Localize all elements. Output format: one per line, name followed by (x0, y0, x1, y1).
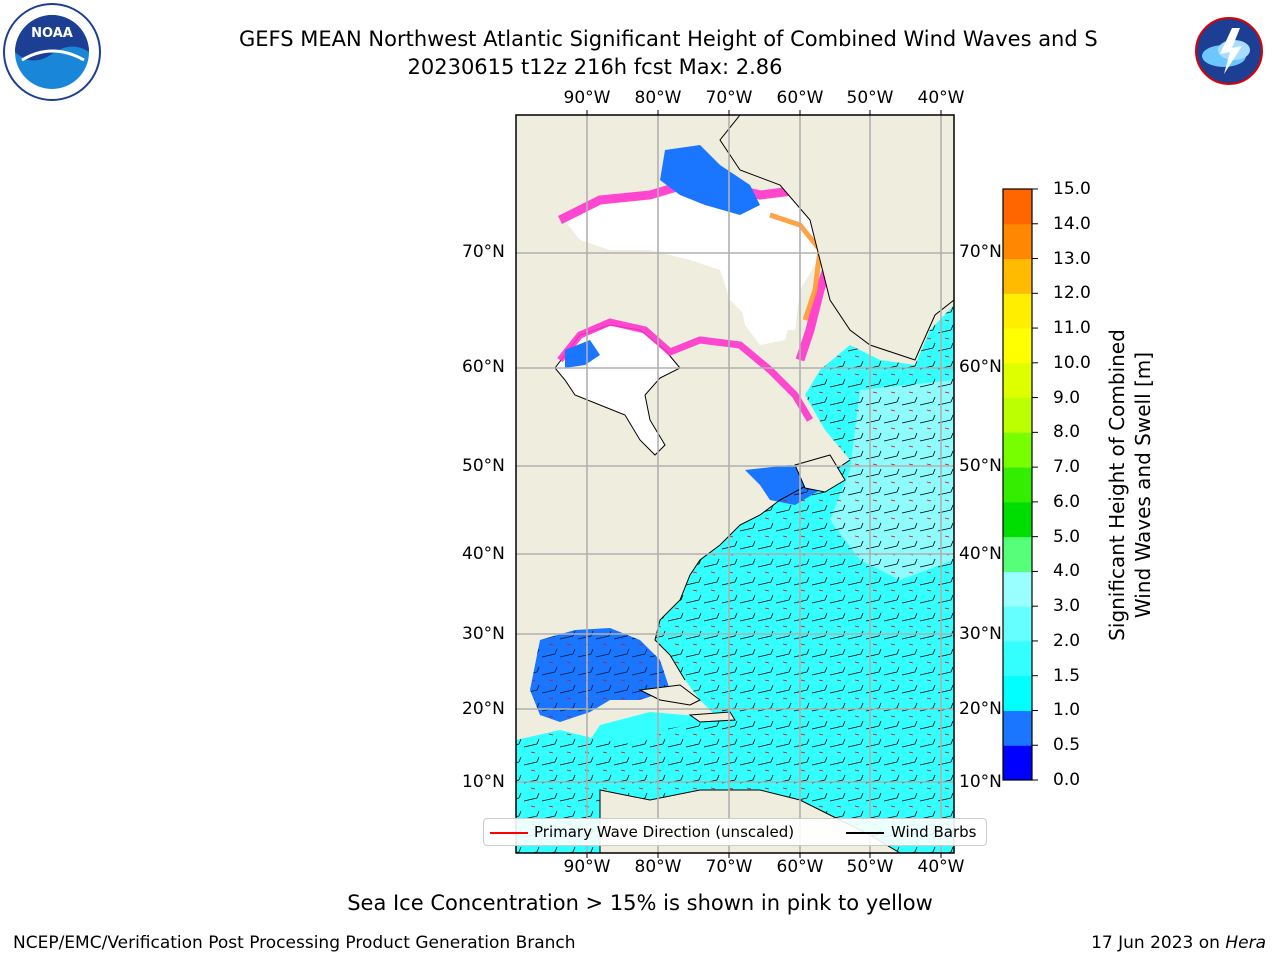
coastline-east (654, 459, 851, 681)
colorbar-title-line2: Wind Waves and Swell [m] (1131, 351, 1155, 619)
blue-patch-north (660, 145, 760, 215)
colorbar-cell (1003, 189, 1032, 225)
wind-barbs-swatch (846, 832, 884, 834)
lon-label-bottom-50w: 50°W (846, 857, 894, 877)
colorbar-title-line1: Significant Height of Combined (1105, 329, 1129, 641)
lat-label-left-20n: 20°N (462, 699, 505, 719)
colorbar-tick-label: 3.0 (1053, 596, 1081, 617)
lon-label-bottom-70w: 70°W (705, 857, 753, 877)
colorbar-cell (1003, 397, 1032, 433)
date-text: 17 Jun 2023 on (1091, 933, 1220, 953)
colorbar-tick-label: 1.0 (1053, 700, 1081, 721)
host-name: Hera (1225, 933, 1266, 953)
lon-label-bottom-40w: 40°W (917, 857, 965, 877)
lat-label-right-20n: 20°N (959, 699, 1002, 719)
noaa-logo: NOAA (2, 2, 102, 102)
colorbar-tick-label: 14.0 (1053, 213, 1091, 234)
map-frame (515, 114, 955, 854)
colorbar-tick-label: 15.0 (1053, 179, 1091, 199)
lon-label-bottom-60w: 60°W (776, 857, 824, 877)
sea-ice-edge-inner (557, 318, 814, 422)
colorbar-tick-label: 1.5 (1053, 665, 1081, 686)
lat-label-right-50n: 50°N (959, 456, 1002, 476)
colorbar-cell (1003, 467, 1032, 503)
colorbar-tick-label: 12.0 (1053, 283, 1091, 304)
noaa-logo-icon: NOAA (3, 3, 101, 101)
blue-patch-west (565, 340, 600, 368)
legend-wind-barbs: Wind Barbs (891, 823, 977, 841)
lon-label-top-60w: 60°W (776, 88, 824, 108)
colorbar-tick-label: 0.5 (1053, 735, 1081, 756)
colorbar-cell (1003, 328, 1032, 364)
coastline-caribbean-islands (638, 684, 736, 723)
lat-label-right-30n: 30°N (959, 624, 1002, 644)
lat-label-left-40n: 40°N (462, 544, 505, 564)
noaa-logo-text: NOAA (31, 26, 73, 41)
sea-ice-note: Sea Ice Concentration > 15% is shown in … (347, 891, 933, 915)
chart-subtitle: 20230615 t12z 216h fcst Max: 2.86 (407, 55, 783, 79)
lat-label-right-60n: 60°N (959, 357, 1002, 377)
lat-label-right-10n: 10°N (959, 772, 1002, 792)
lat-label-left-70n: 70°N (462, 242, 505, 262)
chart-title: GEFS MEAN Northwest Atlantic Significant… (239, 27, 1098, 51)
colorbar-cell (1003, 432, 1032, 468)
ungava-region (740, 290, 790, 345)
colorbar-tick-label: 13.0 (1053, 248, 1091, 269)
colorbar-tick-label: 9.0 (1053, 387, 1081, 408)
colorbar-cell (1003, 293, 1032, 329)
lat-label-right-70n: 70°N (959, 242, 1002, 262)
colorbar-cell (1003, 710, 1032, 746)
wave-direction-swatch (490, 832, 528, 834)
colorbar-tick-label: 8.0 (1053, 422, 1081, 443)
colorbar-cell (1003, 606, 1032, 642)
lon-label-top-70w: 70°W (705, 88, 753, 108)
lon-label-bottom-90w: 90°W (563, 857, 611, 877)
colorbar-cell (1003, 501, 1032, 538)
lat-label-left-30n: 30°N (462, 624, 505, 644)
legend-wave-direction: Primary Wave Direction (unscaled) (534, 823, 795, 841)
lon-label-top-80w: 80°W (634, 88, 682, 108)
colorbar (1003, 189, 1032, 781)
map-legend: Primary Wave Direction (unscaled) Wind B… (483, 818, 987, 846)
colorbar-tick-label: 6.0 (1053, 491, 1081, 512)
lat-label-left-10n: 10°N (462, 772, 505, 792)
colorbar-tick-label: 0.0 (1053, 770, 1081, 790)
colorbar-tick-label: 7.0 (1053, 457, 1081, 478)
colorbar-frame (1002, 188, 1033, 781)
colorbar-tick-label: 10.0 (1053, 352, 1091, 373)
tick-marks (586, 110, 942, 858)
wind-barbs-field (516, 305, 954, 853)
nws-logo-icon (1182, 4, 1276, 98)
colorbar-tick-label: 5.0 (1053, 526, 1081, 547)
lat-label-left-50n: 50°N (462, 456, 505, 476)
grid-lines (516, 115, 954, 853)
wind-barbs-gulf (530, 628, 670, 722)
colorbar-cell (1003, 362, 1032, 399)
colorbar-title: Significant Height of Combined Wind Wave… (1104, 329, 1156, 641)
nws-logo (1180, 2, 1278, 100)
lon-label-top-90w: 90°W (563, 88, 611, 108)
coastline-greenland (719, 115, 954, 361)
colorbar-cell (1003, 223, 1032, 260)
colorbar-cell (1003, 640, 1032, 677)
lon-label-bottom-80w: 80°W (634, 857, 682, 877)
colorbar-ticks (1032, 188, 1038, 781)
coastline-newfoundland (794, 454, 846, 493)
date-line: 17 Jun 2023 on Hera (1091, 933, 1266, 953)
lat-label-right-40n: 40°N (959, 544, 1002, 564)
lon-label-top-50w: 50°W (846, 88, 894, 108)
colorbar-cell (1003, 675, 1032, 711)
colorbar-tick-label: 2.0 (1053, 630, 1081, 651)
lat-label-left-60n: 60°N (462, 357, 505, 377)
lon-label-top-40w: 40°W (917, 88, 965, 108)
colorbar-cell (1003, 536, 1032, 572)
colorbar-tick-label: 11.0 (1053, 318, 1091, 339)
colorbar-tick-label: 4.0 (1053, 561, 1081, 582)
colorbar-cell (1003, 571, 1032, 607)
colorbar-cell (1003, 258, 1032, 294)
credit-line: NCEP/EMC/Verification Post Processing Pr… (13, 933, 576, 953)
colorbar-cell (1003, 745, 1032, 781)
